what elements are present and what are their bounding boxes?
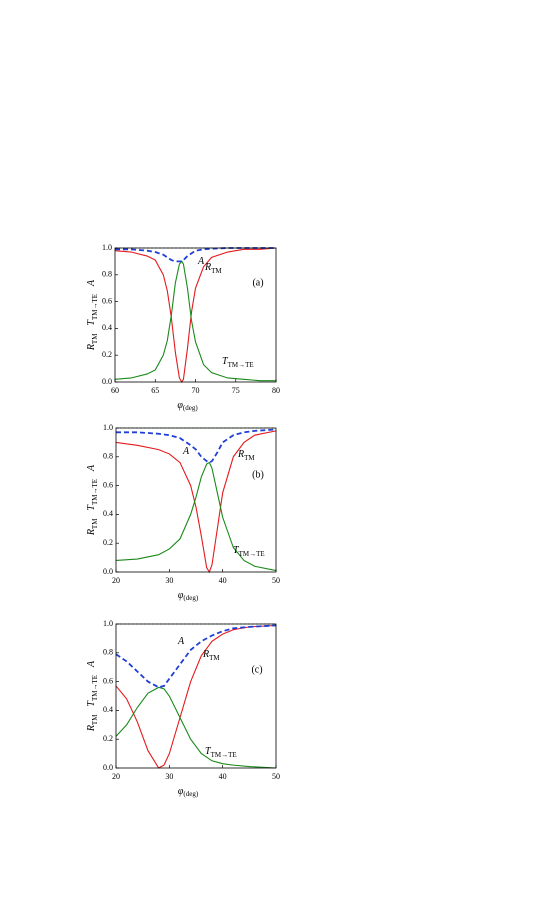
subscript: TM bbox=[209, 654, 220, 662]
y-tick-label: 0.0 bbox=[102, 377, 112, 386]
y-tick-label: 1.0 bbox=[102, 243, 112, 252]
label-part: R bbox=[202, 649, 209, 660]
x-tick-label: 50 bbox=[272, 576, 280, 585]
subscript: (deg) bbox=[183, 594, 198, 602]
subscript: TM→TE bbox=[91, 675, 99, 701]
label-part: T bbox=[86, 319, 97, 326]
y-tick-label: 1.0 bbox=[103, 423, 113, 432]
curve-label: A bbox=[197, 256, 205, 267]
label-part: T bbox=[233, 545, 240, 556]
panel-label: (a) bbox=[252, 277, 263, 288]
label-part: T bbox=[205, 746, 212, 757]
label-part: A bbox=[86, 660, 97, 668]
label-part: φ bbox=[178, 590, 184, 601]
subscript: TM→TE bbox=[239, 550, 265, 558]
x-tick-label: 80 bbox=[272, 386, 280, 395]
curve-label: RTM bbox=[237, 449, 255, 461]
curve-label: RTM bbox=[204, 262, 222, 274]
curve-label: TTM→TE bbox=[205, 746, 237, 758]
y-tick-label: 0.2 bbox=[103, 538, 113, 547]
label-part: R bbox=[86, 344, 97, 351]
panel-label: (b) bbox=[252, 469, 264, 480]
x-tick-label: 40 bbox=[219, 576, 227, 585]
subscript: TM bbox=[91, 518, 99, 529]
label-part: T bbox=[86, 504, 97, 511]
x-tick-label: 30 bbox=[165, 576, 173, 585]
y-tick-label: 0.6 bbox=[102, 296, 112, 305]
curve-label: A bbox=[182, 446, 190, 457]
label-part: φ bbox=[178, 786, 184, 797]
y-tick-label: 0.2 bbox=[103, 734, 113, 743]
y-tick-label: 0.4 bbox=[103, 705, 113, 714]
series-line bbox=[114, 247, 277, 384]
series-line bbox=[115, 430, 277, 574]
series-line bbox=[114, 260, 276, 382]
y-tick-label: 0.8 bbox=[102, 270, 112, 279]
y-tick-label: 0.2 bbox=[102, 350, 112, 359]
y-tick-label: 0.8 bbox=[103, 452, 113, 461]
label-part: R bbox=[237, 449, 244, 460]
subscript: TM→TE bbox=[91, 294, 99, 320]
x-tick-label: 20 bbox=[112, 772, 120, 781]
series-line bbox=[115, 247, 276, 263]
x-axis-label: φ(deg) bbox=[177, 400, 198, 411]
y-axis-label: RTM TTM→TE A bbox=[86, 660, 98, 732]
x-axis-label: φ(deg) bbox=[178, 590, 199, 601]
x-tick-label: 40 bbox=[219, 772, 227, 781]
y-tick-label: 0.6 bbox=[103, 480, 113, 489]
y-axis-label: RTM TTM→TE A bbox=[86, 464, 98, 536]
x-tick-label: 70 bbox=[192, 386, 200, 395]
subscript: TM→TE bbox=[228, 361, 254, 369]
curve-label: A bbox=[177, 636, 185, 647]
x-tick-label: 20 bbox=[112, 576, 120, 585]
label-part: T bbox=[222, 356, 229, 367]
y-axis-label: RTM TTM→TE A bbox=[86, 279, 98, 351]
panel-label: (c) bbox=[251, 664, 262, 675]
subscript: (deg) bbox=[183, 790, 198, 798]
label-part: R bbox=[86, 725, 97, 732]
y-tick-label: 0.0 bbox=[103, 763, 113, 772]
series-line bbox=[115, 624, 277, 689]
y-tick-label: 0.4 bbox=[102, 323, 112, 332]
plot-frame bbox=[115, 427, 277, 573]
y-tick-label: 0.4 bbox=[103, 509, 113, 518]
subscript: (deg) bbox=[183, 404, 198, 412]
curve-label: RTM bbox=[202, 649, 220, 661]
plot-frame bbox=[115, 623, 277, 769]
x-tick-label: 65 bbox=[151, 386, 159, 395]
label-part: T bbox=[86, 700, 97, 707]
series-line bbox=[115, 461, 277, 572]
x-tick-label: 30 bbox=[165, 772, 173, 781]
subscript: TM bbox=[211, 267, 222, 275]
subscript: TM bbox=[91, 333, 99, 344]
y-tick-label: 1.0 bbox=[103, 619, 113, 628]
label-part: R bbox=[86, 529, 97, 536]
label-part: φ bbox=[177, 400, 183, 411]
plot-frame bbox=[114, 247, 277, 383]
x-tick-label: 60 bbox=[111, 386, 119, 395]
label-part: A bbox=[182, 446, 190, 457]
label-part: A bbox=[86, 279, 97, 287]
y-tick-label: 0.0 bbox=[103, 567, 113, 576]
series-line bbox=[115, 686, 277, 769]
x-tick-label: 50 bbox=[272, 772, 280, 781]
label-part: A bbox=[86, 464, 97, 472]
curve-label: TTM→TE bbox=[222, 356, 254, 368]
y-tick-label: 0.6 bbox=[103, 676, 113, 685]
x-tick-label: 75 bbox=[232, 386, 240, 395]
x-axis-label: φ(deg) bbox=[178, 786, 199, 797]
subscript: TM→TE bbox=[211, 751, 237, 759]
label-part: A bbox=[197, 256, 205, 267]
subscript: TM→TE bbox=[91, 479, 99, 505]
subscript: TM bbox=[91, 714, 99, 725]
label-part: R bbox=[204, 262, 211, 273]
subscript: TM bbox=[244, 454, 255, 462]
y-tick-label: 0.8 bbox=[103, 648, 113, 657]
curve-label: TTM→TE bbox=[233, 545, 265, 557]
series-line bbox=[116, 428, 277, 464]
label-part: A bbox=[177, 636, 185, 647]
